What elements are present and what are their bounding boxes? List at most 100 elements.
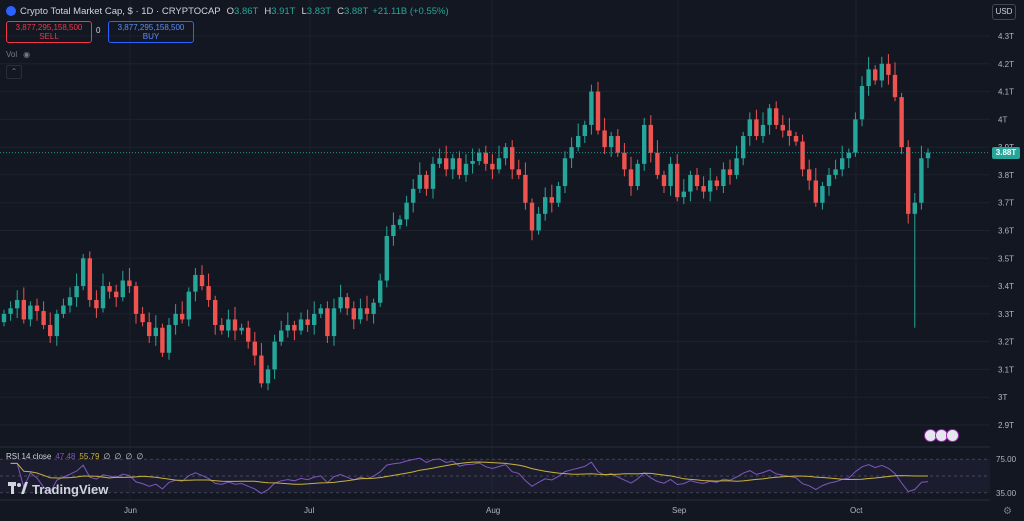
candle-body [371,302,376,314]
candle-body [754,119,759,137]
time-tick-label: Jun [124,506,137,515]
candle-body [180,313,185,320]
candle-body [160,327,165,353]
candle-body [358,308,363,320]
candle-body [853,119,858,153]
candle-body [1,313,7,323]
crypto-logo-icon [6,6,16,16]
rsi-legend[interactable]: RSI 14 close 47.48 55.79 ∅ ∅ ∅ ∅ [6,452,143,461]
price-tick-label: 3.7T [998,199,1014,208]
candle-body [701,186,706,192]
price-axis: 4.3T4.2T4.1T4T3.9T3.8T3.7T3.6T3.5T3.4T3.… [998,32,1014,430]
price-tick-label: 4.3T [998,32,1014,41]
candle-body [562,158,568,187]
currency-selector[interactable]: USD [992,4,1016,20]
candle-body [688,174,693,192]
price-tick-label: 3.1T [998,365,1014,374]
sell-label: SELL [39,32,59,41]
candle-body [397,219,403,225]
eye-icon[interactable]: ◉ [23,50,31,59]
candle-body [602,130,607,148]
sell-price: 3,877,295,158,500 [15,23,83,32]
candle-body [325,308,330,337]
candle-body [411,188,416,203]
candle-body [615,136,620,153]
candle-body [609,136,614,148]
price-tick-label: 2.9T [998,421,1014,430]
candle-body [48,324,53,337]
last-price-label: 3.88T [992,146,1020,159]
candle-body [232,319,238,331]
candle-body [279,330,284,342]
low-value: 3.83T [306,5,332,17]
candle-body [173,313,178,325]
candle-body [886,63,891,75]
candle-body [787,130,792,137]
low-label: L [301,5,307,17]
candle-body [61,305,66,314]
candle-body [127,280,132,287]
candle-body [780,124,785,131]
candle-body [477,152,482,162]
candle-body [338,297,343,309]
candle-body [312,313,317,325]
volume-legend[interactable]: Vol ◉ [6,50,30,59]
candle-body [892,74,898,98]
price-tick-label: 3.3T [998,310,1014,319]
candle-body [840,158,845,170]
candle-body [437,158,442,164]
rsi-tick-label: 75.00 [996,455,1017,464]
collapse-legend-button[interactable]: ⌃ [6,65,22,79]
candle-body [391,224,396,237]
candle-body [404,202,409,220]
chevron-up-icon: ⌃ [10,67,18,76]
buy-button[interactable]: 3,877,295,158,500 BUY [108,21,194,43]
candle-body [424,174,429,189]
candle-body [285,324,290,331]
price-tick-label: 3.6T [998,227,1014,236]
candle-body [186,291,191,320]
price-tick-label: 3T [998,393,1007,402]
candle-body [81,258,86,287]
candle-body [503,147,508,159]
candle-body [727,169,733,175]
candle-body [523,174,528,203]
sell-button[interactable]: 3,877,295,158,500 SELL [6,21,92,43]
candle-body [384,236,389,281]
candle-body [879,63,884,81]
candle-body [549,197,554,203]
candle-body [8,308,13,314]
candle-body [675,163,680,198]
candle-body [655,152,660,175]
candle-body [859,86,865,120]
candle-body [866,69,871,87]
candle-body [642,124,647,164]
candle-body [107,286,112,292]
candle-body [668,163,673,187]
buy-label: BUY [142,32,160,41]
candle-body [378,280,383,303]
symbol-header: Crypto Total Market Cap, $ · 1D · CRYPTO… [6,4,449,18]
price-tick-label: 4.2T [998,60,1014,69]
candle-body [15,299,20,309]
candle-body [760,124,766,137]
tradingview-logo[interactable]: TradingView [8,482,108,497]
candle-body [120,280,125,298]
candle-body [67,297,73,306]
settings-gear-icon[interactable]: ⚙ [1003,506,1012,517]
candle-body [463,163,469,175]
event-markers[interactable] [924,429,959,442]
candle-body [767,108,772,125]
candle-body [694,174,700,187]
candle-body [226,319,231,331]
candle-body [305,319,310,325]
time-tick-label: Sep [672,506,687,515]
rsi-tick-label: 35.00 [996,489,1017,498]
candle-body [219,324,224,331]
candle-body [714,180,719,187]
high-label: H [264,5,272,17]
us-flag-icon[interactable] [946,429,959,442]
candle-body [206,286,211,300]
symbol-title[interactable]: Crypto Total Market Cap, $ · 1D · CRYPTO… [20,5,221,17]
